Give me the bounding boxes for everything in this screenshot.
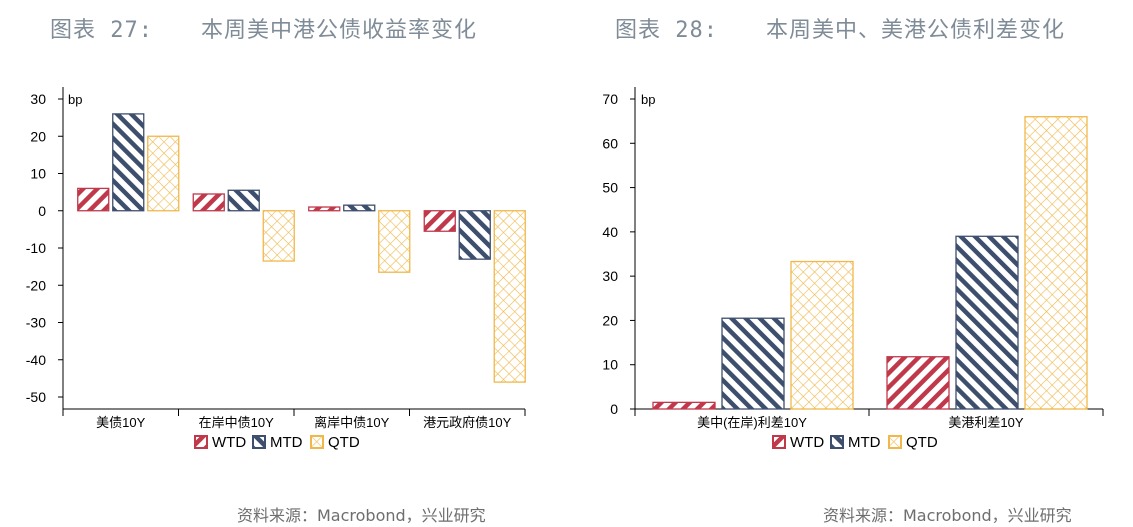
bar-wtd <box>192 193 225 212</box>
source-note-left: 资料来源：Macrobond，兴业研究 <box>237 506 486 525</box>
legend-swatch-mtd <box>252 435 266 449</box>
legend-swatch-wtd <box>772 435 786 449</box>
bar-mtd <box>227 189 260 212</box>
chart-title-left: 图表 27: 本周美中港公债收益率变化 <box>50 12 477 44</box>
x-tick-label: 美港利差10Y <box>948 415 1023 430</box>
y-tick-label: -10 <box>26 240 46 256</box>
y-tick-label: -40 <box>26 352 46 368</box>
bar-qtd <box>262 210 295 262</box>
y-tick-label: 10 <box>30 166 46 182</box>
legend-swatch-qtd <box>888 435 902 449</box>
bar-qtd <box>1024 116 1088 410</box>
bar-qtd <box>147 135 180 212</box>
legend-label-qtd: QTD <box>906 434 938 451</box>
y-tick-label: -50 <box>26 389 46 405</box>
x-tick-label: 美债10Y <box>96 415 145 430</box>
source-note-right: 资料来源：Macrobond，兴业研究 <box>823 506 1072 525</box>
legend-label-wtd: WTD <box>212 434 246 451</box>
y-tick-label: -30 <box>26 315 46 331</box>
y-tick-label: 60 <box>602 135 618 151</box>
plot-left: 30 20 10 0 -10 -20 -30 -40 -50 bp 美债10Y 在岸中债10Y 离岸中债… <box>26 87 526 451</box>
y-tick-label: 0 <box>610 401 618 417</box>
y-tick-label: 50 <box>602 180 618 196</box>
x-tick-label: 离岸中债10Y <box>314 415 389 430</box>
bar-qtd <box>493 210 526 383</box>
bar-wtd <box>423 210 456 232</box>
y-tick-label: 30 <box>30 91 46 107</box>
bar-wtd <box>77 187 110 212</box>
y-tick-label: 40 <box>602 224 618 240</box>
y-axis-label: bp <box>68 92 82 107</box>
plot-right: 70 60 50 40 30 20 10 0 bp 美中(在岸)利差10Y 美港利差10Y WTD MT… <box>602 87 1104 451</box>
y-axis-label: bp <box>641 92 655 107</box>
x-tick-label: 港元政府债10Y <box>423 415 511 430</box>
x-tick-label: 在岸中债10Y <box>199 415 274 430</box>
bar-wtd <box>652 401 716 410</box>
bar-mtd <box>955 235 1019 410</box>
y-tick-label: -20 <box>26 277 46 293</box>
bar-qtd <box>378 210 411 273</box>
y-tick-label: 10 <box>602 357 618 373</box>
figure-label: 图表 27: <box>50 18 153 43</box>
bar-mtd <box>458 210 491 260</box>
y-tick-label: 20 <box>30 128 46 144</box>
legend: WTD MTD QTD <box>194 434 360 451</box>
chart-title-right: 图表 28: 本周美中、美港公债利差变化 <box>615 12 1065 44</box>
legend-swatch-mtd <box>830 435 844 449</box>
bar-wtd <box>308 206 341 212</box>
bar-qtd <box>790 260 854 410</box>
bar-mtd <box>721 317 785 410</box>
legend-label-wtd: WTD <box>790 434 824 451</box>
bar-mtd <box>112 113 145 212</box>
title-text: 本周美中、美港公债利差变化 <box>765 18 1065 43</box>
legend: WTD MTD QTD <box>772 434 938 451</box>
y-tick-label: 70 <box>602 91 618 107</box>
x-tick-label: 美中(在岸)利差10Y <box>697 415 807 430</box>
y-tick-label: 0 <box>38 203 46 219</box>
bar-mtd <box>343 204 376 212</box>
legend-label-mtd: MTD <box>270 434 303 451</box>
legend-label-mtd: MTD <box>848 434 881 451</box>
title-text: 本周美中港公债收益率变化 <box>200 18 477 43</box>
bar-wtd <box>886 356 950 410</box>
legend-swatch-wtd <box>194 435 208 449</box>
legend-swatch-qtd <box>310 435 324 449</box>
figure-label: 图表 28: <box>615 18 718 43</box>
y-tick-label: 30 <box>602 268 618 284</box>
y-tick-label: 20 <box>602 312 618 328</box>
legend-label-qtd: QTD <box>328 434 360 451</box>
